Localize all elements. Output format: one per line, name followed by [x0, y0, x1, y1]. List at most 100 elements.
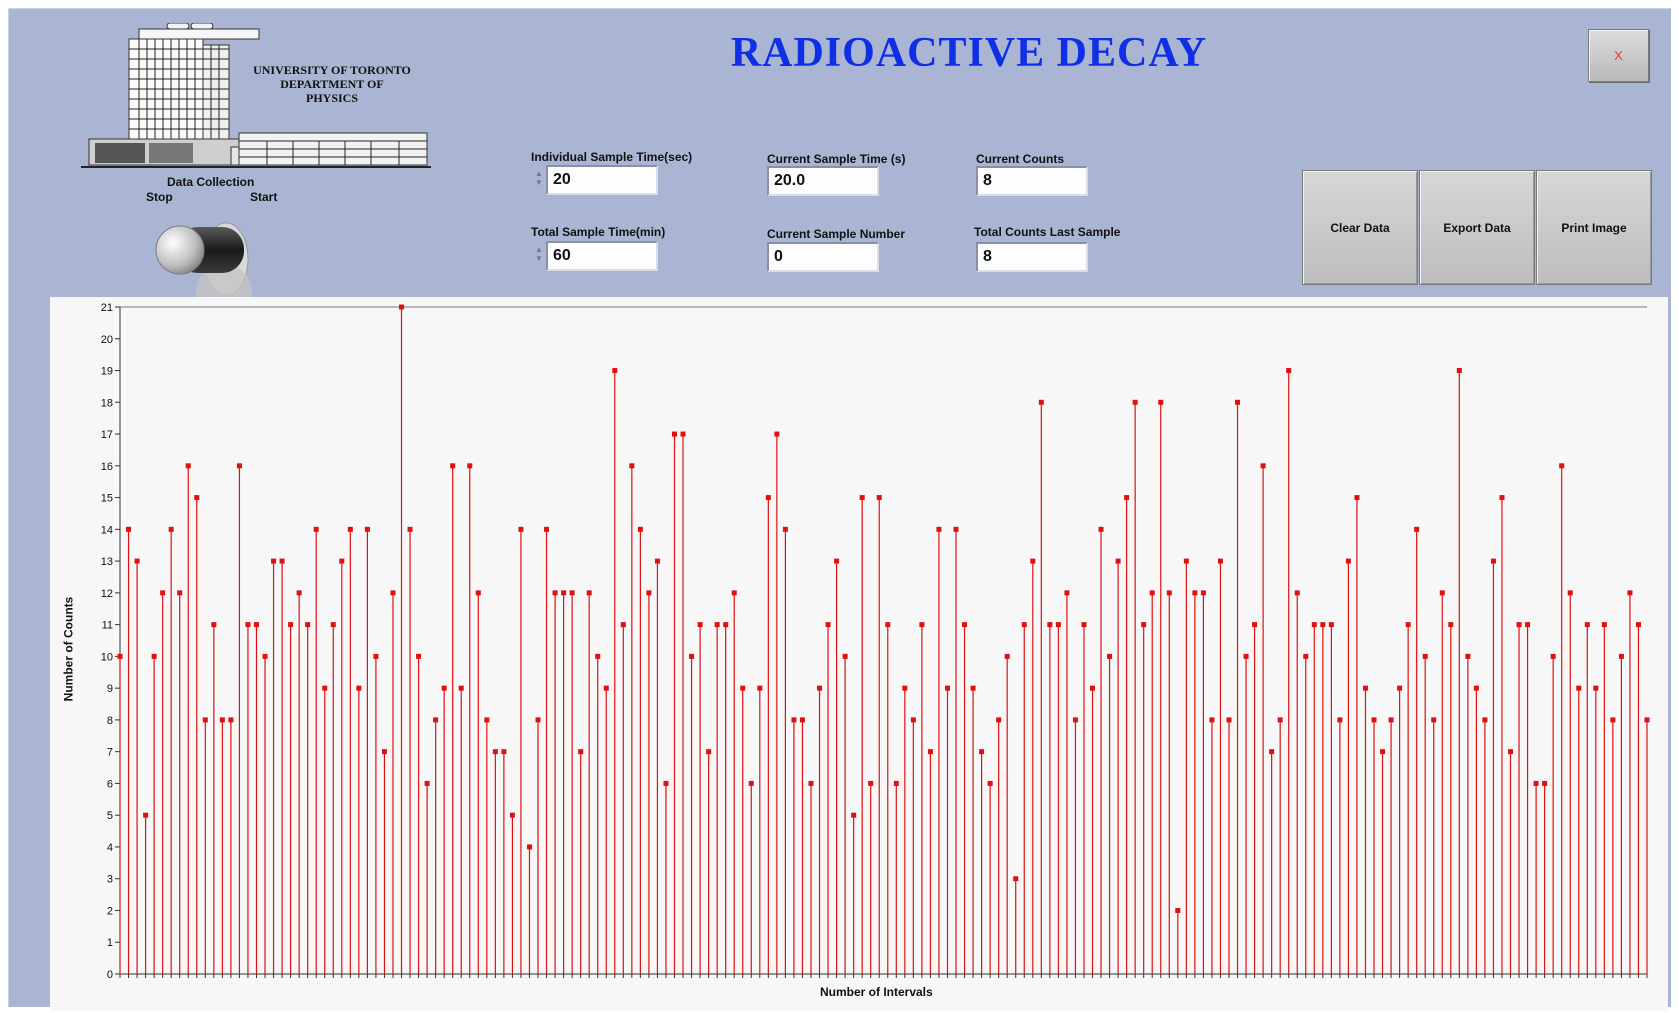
data-point	[271, 558, 277, 564]
data-point	[1209, 717, 1215, 723]
data-point	[313, 526, 319, 532]
data-point	[1362, 685, 1368, 691]
spinner-up-icon[interactable]: ▲	[535, 169, 543, 178]
data-point	[782, 526, 788, 532]
data-point	[834, 558, 840, 564]
data-point	[1072, 717, 1078, 723]
data-point	[1175, 907, 1181, 913]
data-point	[1013, 876, 1019, 882]
close-button[interactable]: X	[1588, 29, 1649, 82]
data-point	[458, 685, 464, 691]
data-point	[868, 780, 874, 786]
data-point	[296, 590, 302, 596]
y-tick-label: 11	[102, 620, 113, 632]
spinner-down-icon[interactable]: ▼	[535, 254, 543, 263]
data-point	[151, 653, 157, 659]
total-counts-last-sample-label: Total Counts Last Sample	[974, 225, 1121, 239]
data-point	[799, 717, 805, 723]
current-counts-display: 8	[976, 166, 1088, 196]
data-point	[177, 590, 183, 596]
data-point	[910, 717, 916, 723]
toggle-stop-label: Stop	[146, 190, 173, 204]
data-point	[143, 812, 149, 818]
clear-data-label: Clear Data	[1330, 220, 1390, 235]
y-tick-label: 21	[101, 302, 113, 314]
data-point	[484, 717, 490, 723]
data-point	[1124, 495, 1130, 501]
data-point	[1414, 526, 1420, 532]
data-point	[774, 431, 780, 437]
data-point	[586, 590, 592, 596]
data-point	[1371, 717, 1377, 723]
data-point	[347, 526, 353, 532]
data-point	[825, 622, 831, 628]
print-image-label: Print Image	[1561, 220, 1627, 235]
data-point	[944, 685, 950, 691]
data-point	[416, 653, 422, 659]
data-point	[407, 526, 413, 532]
y-tick-label: 7	[107, 747, 113, 759]
data-point	[970, 685, 976, 691]
y-tick-label: 9	[107, 683, 113, 695]
data-point	[1090, 685, 1096, 691]
data-point	[1559, 463, 1565, 469]
print-image-button[interactable]: Print Image	[1536, 170, 1652, 285]
data-point	[262, 653, 268, 659]
data-point	[595, 653, 601, 659]
data-point	[842, 653, 848, 659]
clear-data-button[interactable]: Clear Data	[1302, 170, 1418, 285]
y-tick-label: 20	[101, 334, 113, 346]
data-point	[168, 526, 174, 532]
data-point	[1618, 653, 1624, 659]
data-point	[1115, 558, 1121, 564]
data-point	[1482, 717, 1488, 723]
main-panel: UNIVERSITY OF TORONTO DEPARTMENT OF PHYS…	[8, 8, 1671, 1011]
data-point	[629, 463, 635, 469]
logo-line: DEPARTMENT OF	[280, 77, 384, 91]
data-point	[987, 780, 993, 786]
data-point	[1465, 653, 1471, 659]
data-point	[1422, 653, 1428, 659]
data-point	[330, 622, 336, 628]
data-point	[1490, 558, 1496, 564]
y-tick-label: 6	[107, 778, 113, 790]
data-point	[253, 622, 259, 628]
spinner-up-icon[interactable]: ▲	[535, 245, 543, 254]
spinner-down-icon[interactable]: ▼	[535, 178, 543, 187]
total-sample-time-spinner[interactable]: ▲ ▼	[533, 241, 545, 267]
data-point	[117, 653, 123, 659]
current-sample-number-display: 0	[767, 242, 879, 272]
data-point	[501, 749, 507, 755]
logo-line: UNIVERSITY OF TORONTO	[253, 63, 411, 77]
data-point	[561, 590, 567, 596]
data-point	[1635, 622, 1641, 628]
export-data-button[interactable]: Export Data	[1419, 170, 1535, 285]
data-point	[1337, 717, 1343, 723]
data-point	[1508, 749, 1514, 755]
data-point	[919, 622, 925, 628]
individual-sample-time-input[interactable]: 20	[546, 165, 658, 195]
data-point	[424, 780, 430, 786]
data-point	[194, 495, 200, 501]
university-logo: UNIVERSITY OF TORONTO DEPARTMENT OF PHYS…	[81, 22, 431, 169]
data-point	[1311, 622, 1317, 628]
y-tick-label: 2	[107, 905, 113, 917]
data-point	[663, 780, 669, 786]
data-point	[219, 717, 225, 723]
data-point	[731, 590, 737, 596]
data-point	[1217, 558, 1223, 564]
data-point	[1132, 399, 1138, 405]
total-sample-time-input[interactable]: 60	[546, 241, 658, 271]
data-point	[1192, 590, 1198, 596]
data-point	[450, 463, 456, 469]
data-point	[160, 590, 166, 596]
close-label: X	[1614, 48, 1623, 63]
data-point	[279, 558, 285, 564]
data-point	[356, 685, 362, 691]
individual-sample-time-spinner[interactable]: ▲ ▼	[533, 165, 545, 191]
data-point	[1345, 558, 1351, 564]
data-point	[1004, 653, 1010, 659]
individual-sample-time-label: Individual Sample Time(sec)	[531, 150, 693, 164]
data-point	[885, 622, 891, 628]
